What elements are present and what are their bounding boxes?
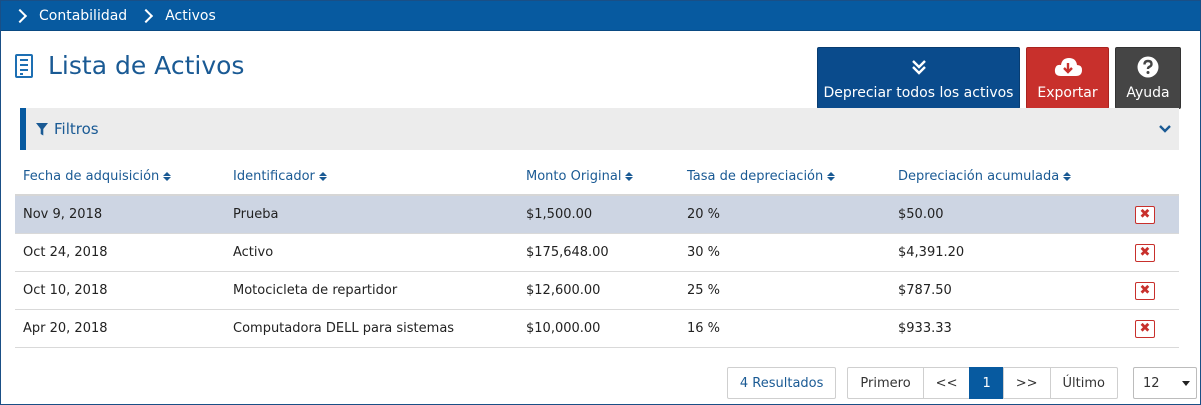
close-icon: ✖ [1139, 245, 1151, 260]
pagination-next[interactable]: >> [1002, 367, 1051, 399]
cell-date: Apr 20, 2018 [15, 309, 225, 348]
delete-button[interactable]: ✖ [1135, 319, 1155, 338]
chevron-down-icon[interactable] [1159, 120, 1171, 138]
report-document-icon [15, 53, 33, 78]
table-row[interactable]: Oct 24, 2018 Activo $175,648.00 30 % $4,… [15, 233, 1179, 272]
chevron-right-icon [12, 8, 28, 23]
cell-actions: ✖ [1111, 309, 1179, 348]
action-buttons: Depreciar todos los activos Exportar [817, 47, 1181, 109]
cell-original-amount: $175,648.00 [518, 233, 679, 272]
column-header-date[interactable]: Fecha de adquisición [15, 158, 225, 196]
pagination-first[interactable]: Primero [847, 367, 924, 399]
cell-actions: ✖ [1111, 233, 1179, 272]
breadcrumb: Contabilidad Activos [1, 1, 1200, 31]
page-size-select[interactable]: 12 [1133, 367, 1197, 399]
column-header-accumulated-depreciation[interactable]: Depreciación acumulada [890, 158, 1111, 196]
filters-label: Filtros [54, 120, 99, 138]
breadcrumb-label: Contabilidad [39, 7, 128, 24]
cell-original-amount: $1,500.00 [518, 195, 679, 234]
export-button[interactable]: Exportar [1026, 47, 1109, 109]
cell-depreciation-rate: 16 % [679, 309, 890, 348]
close-icon: ✖ [1139, 283, 1151, 298]
delete-button[interactable]: ✖ [1135, 205, 1155, 224]
sort-icon[interactable] [625, 171, 634, 181]
cell-accumulated-depreciation: $787.50 [890, 271, 1111, 310]
pagination-page-current[interactable]: 1 [969, 367, 1004, 399]
cell-depreciation-rate: 20 % [679, 195, 890, 234]
table-header-row: Fecha de adquisición Identificador Monto… [15, 158, 1179, 196]
cell-actions: ✖ [1111, 195, 1179, 234]
help-label: Ayuda [1126, 85, 1170, 101]
close-icon: ✖ [1139, 207, 1151, 222]
sort-icon[interactable] [163, 171, 172, 181]
cell-depreciation-rate: 30 % [679, 233, 890, 272]
page-header: Lista de Activos Depreciar todos los act… [1, 31, 1200, 109]
cell-accumulated-depreciation: $933.33 [890, 309, 1111, 348]
cell-date: Oct 10, 2018 [15, 271, 225, 310]
page-title: Lista de Activos [48, 51, 245, 80]
cell-date: Nov 9, 2018 [15, 195, 225, 234]
pagination: Primero << 1 >> Último [847, 367, 1118, 399]
results-count: 4 Resultados [726, 367, 837, 399]
table-row[interactable]: Apr 20, 2018 Computadora DELL para siste… [15, 309, 1179, 348]
delete-button[interactable]: ✖ [1135, 281, 1155, 300]
assets-table: Fecha de adquisición Identificador Monto… [15, 158, 1179, 348]
filter-funnel-icon [36, 122, 48, 136]
export-label: Exportar [1037, 85, 1098, 101]
depreciate-all-button[interactable]: Depreciar todos los activos [817, 47, 1020, 109]
pagination-prev[interactable]: << [922, 367, 971, 399]
cell-identifier: Prueba [225, 195, 518, 234]
help-button[interactable]: Ayuda [1115, 47, 1181, 109]
question-circle-icon [1137, 55, 1159, 79]
column-header-identifier[interactable]: Identificador [225, 158, 518, 196]
breadcrumb-label: Activos [165, 7, 216, 24]
sort-icon[interactable] [1063, 171, 1072, 181]
table-row[interactable]: Nov 9, 2018 Prueba $1,500.00 20 % $50.00… [15, 195, 1179, 234]
title-group: Lista de Activos [15, 51, 244, 80]
column-header-actions [1111, 158, 1179, 196]
column-header-depreciation-rate[interactable]: Tasa de depreciación [679, 158, 890, 196]
depreciate-all-label: Depreciar todos los activos [823, 85, 1014, 101]
cell-identifier: Computadora DELL para sistemas [225, 309, 518, 348]
column-header-original-amount[interactable]: Monto Original [518, 158, 679, 196]
delete-button[interactable]: ✖ [1135, 243, 1155, 262]
cell-identifier: Motocicleta de repartidor [225, 271, 518, 310]
pagination-last[interactable]: Último [1049, 367, 1118, 399]
cell-identifier: Activo [225, 233, 518, 272]
breadcrumb-item-contabilidad[interactable]: Contabilidad [12, 7, 128, 24]
close-icon: ✖ [1139, 321, 1151, 336]
cell-original-amount: $12,600.00 [518, 271, 679, 310]
table-row[interactable]: Oct 10, 2018 Motocicleta de repartidor $… [15, 271, 1179, 310]
caret-down-icon [1182, 380, 1190, 386]
cell-original-amount: $10,000.00 [518, 309, 679, 348]
filters-panel-toggle[interactable]: Filtros [20, 108, 1179, 150]
breadcrumb-item-activos[interactable]: Activos [127, 8, 216, 24]
cell-date: Oct 24, 2018 [15, 233, 225, 272]
cell-accumulated-depreciation: $50.00 [890, 195, 1111, 234]
table-footer: 4 Resultados Primero << 1 >> Último 12 [726, 367, 1197, 399]
sort-icon[interactable] [827, 171, 836, 181]
page-size-value: 12 [1143, 375, 1160, 391]
chevron-right-icon [139, 8, 154, 23]
cell-actions: ✖ [1111, 271, 1179, 310]
cell-accumulated-depreciation: $4,391.20 [890, 233, 1111, 272]
cell-depreciation-rate: 25 % [679, 271, 890, 310]
sort-icon[interactable] [318, 171, 327, 181]
cloud-download-icon [1053, 55, 1083, 79]
double-chevron-down-icon [910, 55, 928, 79]
